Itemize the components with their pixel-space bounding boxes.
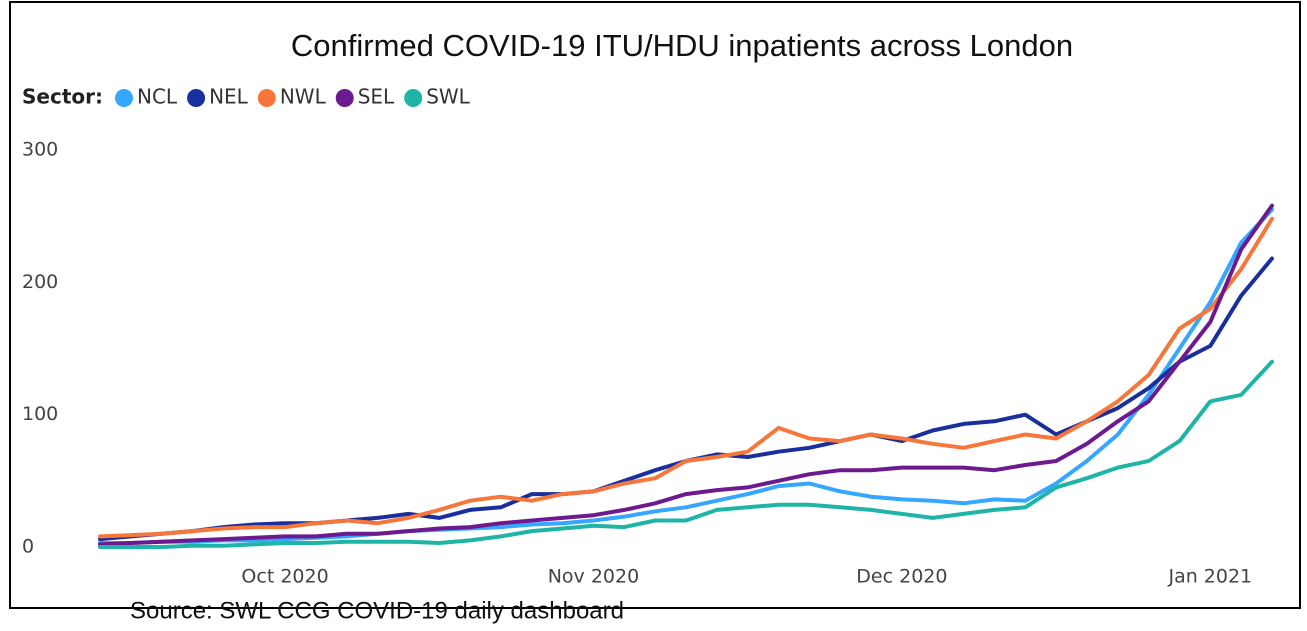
legend-swatch (187, 89, 206, 107)
legend-label: NEL (209, 85, 249, 109)
x-tick-label: Nov 2020 (548, 566, 639, 588)
series-line (98, 203, 1274, 547)
legend-swatch (404, 89, 423, 107)
legend-label: NCL (137, 85, 178, 109)
chart-frame (9, 1, 1301, 609)
x-tick-label: Jan 2021 (1167, 566, 1252, 588)
series-line (98, 359, 1274, 549)
y-tick-label: 0 (22, 536, 34, 558)
source-note: Source: SWL CCG COVID-19 daily dashboard (130, 597, 624, 624)
y-tick-label: 100 (22, 403, 58, 425)
series-line (98, 207, 1274, 545)
legend-swatch (257, 89, 276, 107)
legend-title: Sector: (22, 85, 103, 109)
legend-swatch (115, 89, 133, 107)
y-tick-label: 300 (22, 139, 58, 161)
y-tick-label: 200 (22, 271, 58, 293)
x-tick-label: Oct 2020 (241, 566, 328, 588)
series-line (98, 216, 1274, 539)
legend-swatch (335, 89, 354, 107)
legend-label: SWL (426, 85, 470, 109)
legend-label: SEL (358, 85, 395, 109)
legend-label: NWL (280, 85, 327, 109)
chart-title: Confirmed COVID-19 ITU/HDU inpatients ac… (291, 28, 1073, 63)
x-tick-label: Dec 2020 (856, 566, 947, 588)
